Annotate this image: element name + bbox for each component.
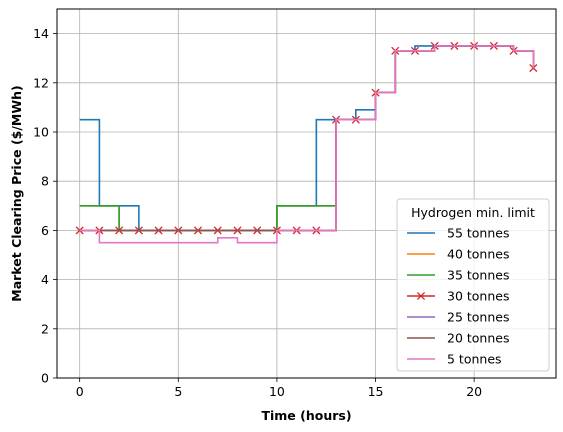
y-tick-label: 2 (41, 321, 49, 336)
legend-label: 5 tonnes (447, 352, 502, 367)
x-tick-label: 10 (269, 384, 285, 399)
legend-label: 25 tonnes (447, 310, 509, 325)
legend-label: 30 tonnes (447, 289, 509, 304)
y-axis-label: Market Clearing Price ($/MWh) (9, 85, 24, 302)
x-axis-label: Time (hours) (261, 408, 351, 423)
x-tick-label: 20 (466, 384, 482, 399)
y-tick-label: 4 (41, 272, 49, 287)
y-tick-label: 12 (33, 75, 49, 90)
y-tick-label: 0 (41, 371, 49, 386)
y-tick-label: 6 (41, 223, 49, 238)
x-tick-label: 5 (174, 384, 182, 399)
legend-label: 20 tonnes (447, 331, 509, 346)
legend: Hydrogen min. limit 55 tonnes 40 tonnes 35… (397, 199, 549, 371)
x-tick-label: 0 (76, 384, 84, 399)
legend-label: 55 tonnes (447, 226, 509, 241)
legend-label: 35 tonnes (447, 268, 509, 283)
y-tick-label: 10 (33, 125, 49, 140)
legend-label: 40 tonnes (447, 247, 509, 262)
legend-title: Hydrogen min. limit (411, 205, 535, 220)
y-tick-label: 14 (33, 26, 49, 41)
x-tick-label: 15 (368, 384, 384, 399)
y-tick-label: 8 (41, 174, 49, 189)
